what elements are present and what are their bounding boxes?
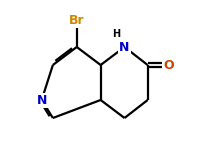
Text: H: H xyxy=(112,29,120,39)
Text: Br: Br xyxy=(69,13,84,26)
Text: O: O xyxy=(162,58,173,71)
Text: N: N xyxy=(119,41,129,54)
Text: N: N xyxy=(36,93,47,106)
